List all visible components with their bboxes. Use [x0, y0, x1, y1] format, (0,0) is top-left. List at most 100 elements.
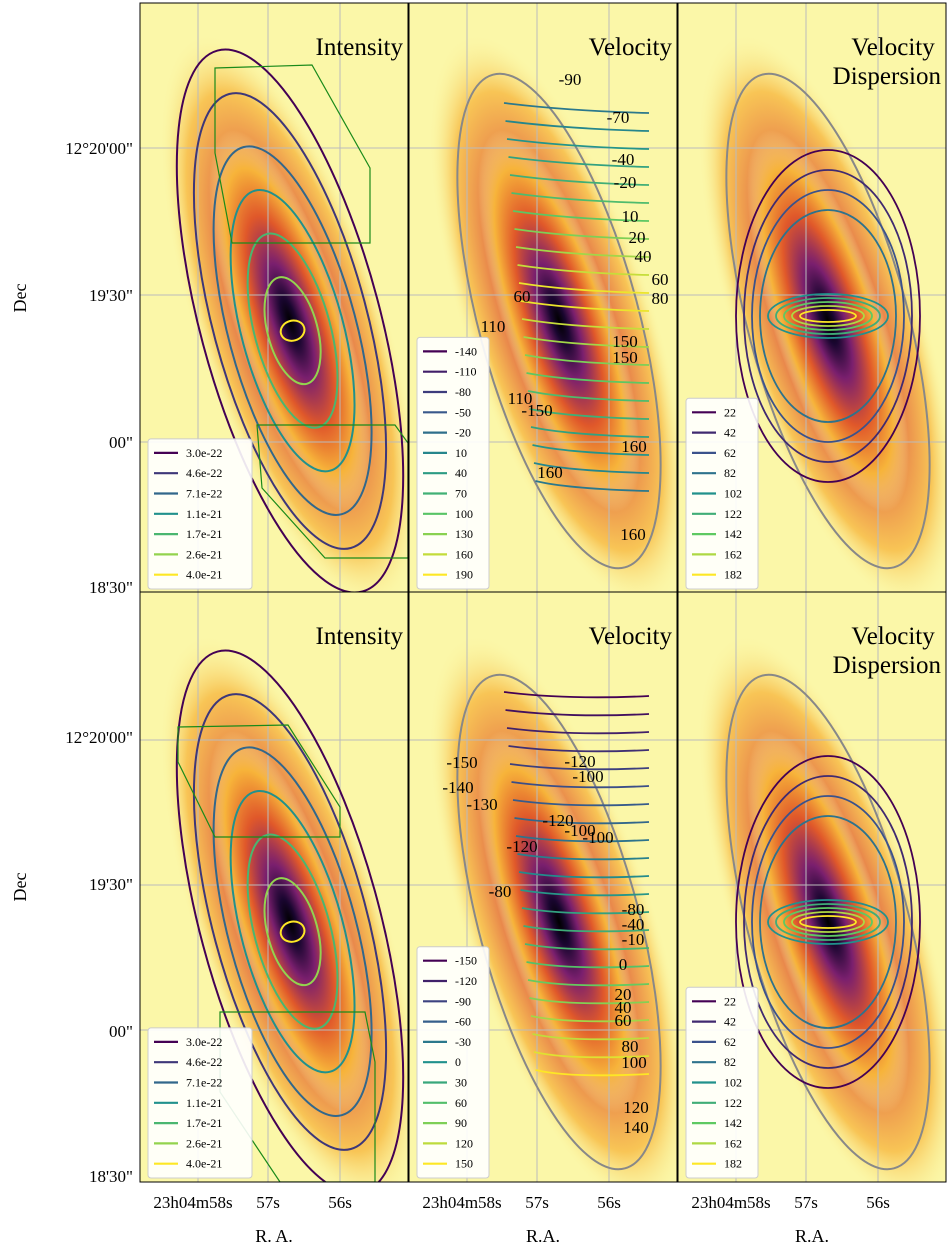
contour-label: -40 — [622, 915, 645, 934]
velocity-contour — [524, 943, 650, 951]
legend-label: 182 — [724, 1157, 742, 1171]
legend-label: 7.1e-22 — [186, 487, 222, 501]
image-layer — [678, 592, 946, 1182]
velocity-contour — [529, 997, 650, 1005]
velocity-contour — [506, 727, 650, 735]
dec-tick-label: 19'30" — [89, 875, 133, 894]
panel: Velocity-150 -120-100-140-130-120-100-100… — [408, 591, 678, 1183]
legend-label: 162 — [724, 547, 742, 561]
legend-label: 60 — [455, 1096, 467, 1110]
legend-label: -120 — [455, 974, 477, 988]
contour-label: 20 — [629, 228, 646, 247]
panel-title: Velocity Dispersion — [833, 34, 942, 90]
dispersion-contour — [791, 305, 865, 327]
contour-label: -80 — [622, 900, 645, 919]
velocity-contour — [503, 102, 650, 114]
y-axis-label: Dec — [10, 873, 30, 902]
contour-label: 80 — [652, 289, 669, 308]
velocity-contour — [517, 264, 650, 276]
velocity-contour — [517, 853, 650, 861]
velocity-contour — [514, 817, 650, 825]
x-axis-label: R. A. — [255, 1226, 293, 1246]
legend-label: 62 — [724, 1035, 736, 1049]
velocity-contour — [527, 390, 650, 402]
dispersion-contour — [759, 209, 897, 423]
legend-label: -90 — [455, 994, 471, 1008]
ra-tick-label: 56s — [597, 1193, 621, 1212]
velocity-contour — [530, 1015, 650, 1023]
contour — [175, 48, 405, 593]
contour-label: 20 — [615, 985, 632, 1004]
contour-label: -120 — [564, 752, 595, 771]
legend-label: 4.6e-22 — [186, 466, 222, 480]
dispersion-contour — [735, 755, 921, 1089]
velocity-contour — [533, 462, 650, 474]
contour-label: -100 — [572, 767, 603, 786]
legend-box — [416, 336, 490, 590]
contour-label: 60 — [652, 270, 669, 289]
legend-label: 82 — [724, 1055, 736, 1069]
legend-label: -20 — [455, 426, 471, 440]
legend-label: 2.6e-21 — [186, 547, 222, 561]
legend-label: 22 — [724, 405, 736, 419]
velocity-contour — [511, 192, 650, 204]
galaxy-disk — [478, 731, 640, 1113]
contour-label: 100 — [621, 1053, 647, 1072]
panel-frame — [408, 591, 678, 1183]
legend-label: 90 — [455, 1116, 467, 1130]
legend-label: 142 — [724, 1116, 742, 1130]
dispersion-contour — [767, 293, 889, 339]
contour — [246, 232, 339, 429]
legend-label: 130 — [455, 527, 473, 541]
contour-label: -150 — [521, 401, 552, 420]
contour-label: 0 — [619, 955, 628, 974]
velocity-contour — [520, 300, 650, 312]
legend-box — [685, 986, 759, 1179]
velocity-contour — [508, 156, 650, 168]
contour-label: -90 — [559, 70, 582, 89]
legend-label: 190 — [455, 568, 473, 582]
legend-label: 0 — [455, 1055, 461, 1069]
velocity-contour — [527, 979, 650, 987]
legend-label: 1.7e-21 — [186, 1116, 222, 1130]
contour-label: 40 — [615, 998, 632, 1017]
contour-label: -80 — [489, 882, 512, 901]
dispersion-contour — [751, 189, 905, 443]
region-outline — [214, 64, 371, 244]
legend-label: 102 — [724, 487, 742, 501]
contour-label: 110 — [508, 389, 533, 408]
velocity-contour — [524, 354, 650, 366]
legend-label: -110 — [455, 365, 477, 379]
legend-label: 4.6e-22 — [186, 1055, 222, 1069]
contour — [279, 920, 306, 943]
contour-label: -20 — [614, 173, 637, 192]
panel: Velocity Dispersion 22 42 62 82 102 122 142 162 1… — [677, 591, 947, 1183]
velocity-contour — [529, 408, 650, 420]
contour — [279, 319, 306, 342]
panel-title: Velocity — [589, 623, 673, 650]
legend-label: 4.0e-21 — [186, 1157, 222, 1171]
galaxy-disk — [747, 731, 909, 1113]
legend-label: 2.6e-21 — [186, 1136, 222, 1150]
velocity-contour — [505, 120, 650, 132]
legend-label: 102 — [724, 1076, 742, 1090]
velocity-contour — [526, 961, 650, 969]
velocity-contour — [532, 1033, 650, 1041]
legend-label: 40 — [455, 466, 467, 480]
velocity-contour — [512, 210, 650, 222]
dispersion-contour — [743, 775, 913, 1069]
legend-label: 42 — [724, 426, 736, 440]
velocity-contour — [503, 691, 650, 699]
ra-tick-label: 23h04m58s — [422, 1193, 501, 1212]
panel-frame — [139, 591, 409, 1183]
legend-box — [147, 438, 253, 590]
x-axis-label: R.A. — [526, 1226, 560, 1246]
contour-label: 160 — [621, 437, 647, 456]
legend-label: 10 — [455, 446, 467, 460]
panel-frame — [677, 591, 947, 1183]
velocity-contour — [530, 426, 650, 438]
contour-label: -130 — [466, 795, 497, 814]
contour-label: 150 — [612, 332, 638, 351]
velocity-contour — [520, 889, 650, 897]
